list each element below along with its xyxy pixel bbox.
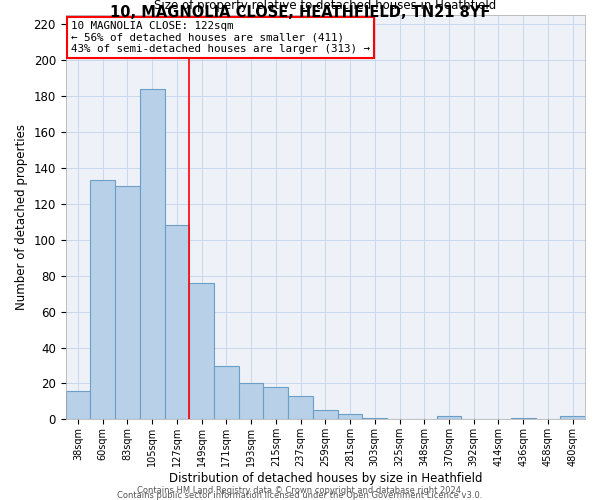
Bar bbox=[214, 366, 239, 420]
Bar bbox=[338, 414, 362, 420]
Text: Contains public sector information licensed under the Open Government Licence v3: Contains public sector information licen… bbox=[118, 491, 482, 500]
Bar bbox=[560, 416, 585, 420]
X-axis label: Distribution of detached houses by size in Heathfield: Distribution of detached houses by size … bbox=[169, 472, 482, 485]
Bar bbox=[164, 226, 190, 420]
Bar bbox=[362, 418, 387, 420]
Bar bbox=[115, 186, 140, 420]
Bar bbox=[511, 418, 536, 420]
Bar bbox=[313, 410, 338, 420]
Bar bbox=[288, 396, 313, 419]
Y-axis label: Number of detached properties: Number of detached properties bbox=[15, 124, 28, 310]
Bar bbox=[65, 390, 91, 420]
Bar bbox=[437, 416, 461, 420]
Bar bbox=[140, 88, 164, 419]
Text: 10, MAGNOLIA CLOSE, HEATHFIELD, TN21 8YF: 10, MAGNOLIA CLOSE, HEATHFIELD, TN21 8YF bbox=[110, 5, 490, 20]
Title: Size of property relative to detached houses in Heathfield: Size of property relative to detached ho… bbox=[154, 0, 496, 12]
Bar bbox=[239, 384, 263, 420]
Bar bbox=[190, 283, 214, 420]
Text: 10 MAGNOLIA CLOSE: 122sqm
← 56% of detached houses are smaller (411)
43% of semi: 10 MAGNOLIA CLOSE: 122sqm ← 56% of detac… bbox=[71, 21, 370, 54]
Bar bbox=[263, 387, 288, 420]
Text: Contains HM Land Registry data © Crown copyright and database right 2024.: Contains HM Land Registry data © Crown c… bbox=[137, 486, 463, 495]
Bar bbox=[91, 180, 115, 420]
